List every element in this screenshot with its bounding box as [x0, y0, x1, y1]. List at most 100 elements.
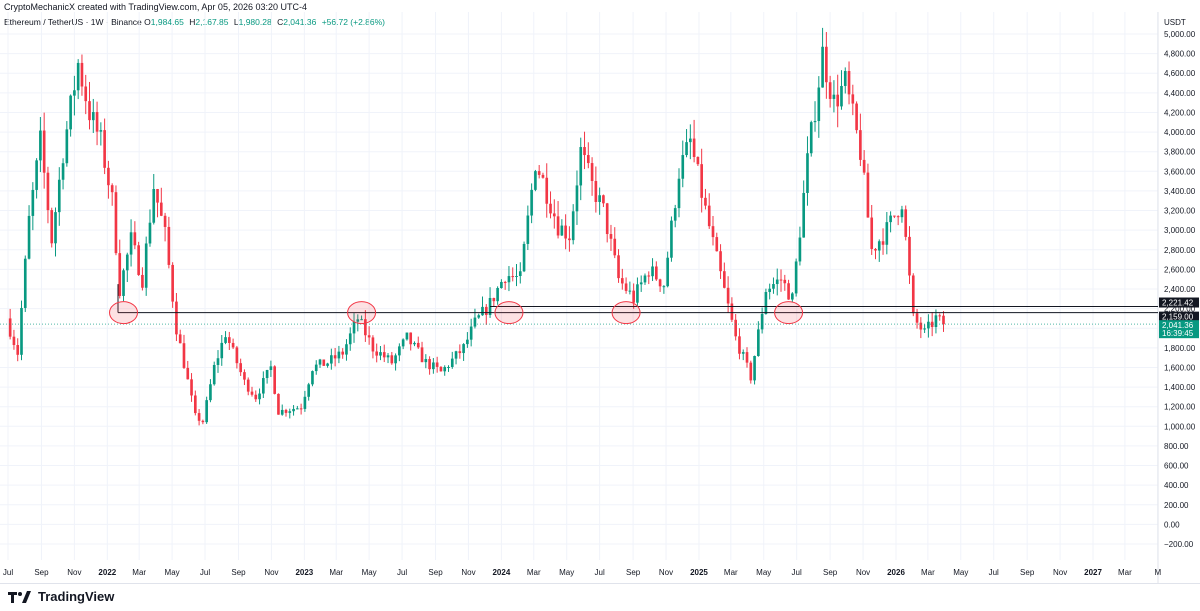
candle: [571, 204, 575, 245]
candle: [91, 98, 95, 133]
price-tick-label: 1,600.00: [1164, 363, 1196, 372]
candle: [265, 369, 269, 384]
candle: [772, 277, 775, 294]
retest-highlights[interactable]: [109, 301, 804, 325]
candle: [700, 148, 703, 213]
time-tick-label: Nov: [659, 568, 673, 577]
candle: [719, 244, 722, 279]
candle: [896, 215, 900, 226]
candle: [689, 124, 692, 160]
candle: [330, 348, 333, 370]
candle: [80, 54, 84, 96]
candle: [469, 318, 473, 347]
candle: [352, 313, 356, 343]
price-tick-label: 5,000.00: [1164, 30, 1196, 39]
tradingview-logo-icon: [8, 590, 31, 603]
time-tick-label: May: [953, 568, 968, 577]
candle: [398, 343, 401, 362]
candle: [745, 347, 749, 368]
candle: [666, 251, 669, 288]
time-axis[interactable]: Jul Sep Nov 2022 Mar May Jul Sep Nov 2023 Mar May Ju…: [3, 568, 1162, 577]
candle: [590, 157, 594, 196]
candle: [911, 273, 915, 317]
candle: [201, 419, 205, 425]
retest-highlight-ellipse[interactable]: [774, 301, 804, 325]
candle: [314, 360, 318, 375]
candle: [836, 74, 840, 128]
price-tick-label: 4,400.00: [1164, 89, 1196, 98]
candle: [594, 166, 598, 213]
price-tick-label: 4,600.00: [1164, 69, 1196, 78]
candle: [862, 150, 866, 175]
candle: [428, 356, 431, 375]
candle: [103, 118, 106, 175]
retest-highlight-ellipse[interactable]: [611, 301, 641, 325]
candle: [382, 344, 386, 363]
candle: [447, 365, 450, 372]
retest-highlight-ellipse[interactable]: [494, 301, 524, 325]
candle: [549, 191, 552, 219]
candle: [125, 252, 129, 283]
close-value: 2,041.36: [283, 17, 317, 27]
candle: [760, 307, 764, 334]
price-chart[interactable]: USDT 5,000.00 4,800.00 4,600.00 4,400.00 4,20…: [0, 12, 1200, 583]
candle: [73, 75, 76, 116]
candle: [341, 348, 345, 359]
candle: [390, 351, 394, 365]
retest-highlight-ellipse[interactable]: [347, 301, 377, 325]
candle: [216, 350, 220, 373]
price-tick-label: 1,800.00: [1164, 344, 1196, 353]
time-tick-label: 2024: [492, 568, 510, 577]
open-label: O: [144, 17, 151, 27]
candle: [798, 226, 802, 266]
price-tick-label: 2,600.00: [1164, 265, 1196, 274]
candle: [432, 358, 435, 374]
candle: [821, 27, 824, 88]
candle: [832, 80, 836, 113]
candle: [564, 214, 567, 250]
candle: [284, 408, 288, 417]
symbol-label[interactable]: Ethereum / TetherUS · 1W · Binance: [4, 17, 142, 27]
retest-highlight-ellipse[interactable]: [109, 301, 139, 325]
candle: [503, 280, 507, 290]
time-tick-label: Nov: [1053, 568, 1067, 577]
candle: [348, 327, 352, 351]
time-tick-label: Jul: [989, 568, 999, 577]
candle: [855, 101, 858, 134]
candle: [764, 288, 768, 315]
tradingview-brand[interactable]: TradingView: [8, 589, 114, 604]
candle: [881, 228, 885, 255]
candle: [696, 156, 700, 167]
time-tick-label: Sep: [231, 568, 246, 577]
candle: [942, 311, 945, 332]
support-levels[interactable]: [0, 284, 1158, 325]
time-tick-label: 2025: [690, 568, 708, 577]
footer: TradingView: [0, 583, 1200, 611]
price-tick-label: 3,800.00: [1164, 148, 1196, 157]
candle: [107, 160, 110, 199]
candle: [439, 366, 443, 372]
candle: [326, 362, 329, 368]
candle: [129, 219, 133, 267]
candle: [122, 268, 125, 302]
candle: [738, 328, 741, 360]
candle: [900, 205, 904, 223]
candle: [175, 293, 178, 342]
candle: [269, 360, 273, 377]
candle: [76, 59, 80, 100]
candle: [809, 120, 813, 157]
low-value: 1,980.28: [238, 17, 272, 27]
candle: [545, 163, 549, 218]
time-tick-label: 2022: [98, 568, 116, 577]
candle: [46, 166, 50, 224]
price-tick-label: 4,000.00: [1164, 128, 1196, 137]
candle: [88, 81, 91, 130]
candle: [65, 121, 69, 167]
current-price-tag: [1159, 320, 1199, 339]
price-axis[interactable]: USDT 5,000.00 4,800.00 4,600.00 4,400.00 4,20…: [1157, 12, 1196, 583]
candle: [923, 324, 926, 334]
candle: [61, 158, 65, 190]
candle: [893, 215, 896, 219]
time-tick-label: Jul: [595, 568, 605, 577]
